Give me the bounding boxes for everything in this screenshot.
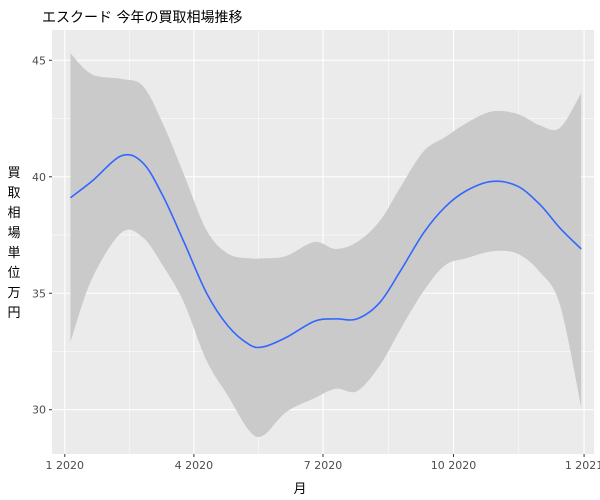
y-tick-label: 35 (32, 287, 46, 300)
x-tick-label: 4 2020 (175, 459, 214, 472)
x-tick-label: 1 2020 (46, 459, 85, 472)
chart-title: エスクード 今年の買取相場推移 (42, 10, 243, 26)
y-tick-label: 30 (32, 404, 46, 417)
x-tick-label: 10 2020 (431, 459, 477, 472)
y-tick-label: 40 (32, 171, 46, 184)
x-tick-label: 1 2021 (565, 459, 600, 472)
y-axis-ticks: 30 35 40 45 (32, 54, 52, 417)
trend-line (69, 153, 582, 349)
confidence-band (70, 53, 582, 438)
y-tick-label: 45 (32, 54, 46, 67)
y-axis-label: 買取相場 単位 万円 (7, 166, 21, 321)
x-axis-label: 月 (293, 482, 307, 497)
x-axis-ticks: 1 2020 4 2020 7 2020 10 2020 1 2021 (46, 454, 600, 472)
x-tick-label: 7 2020 (304, 459, 343, 472)
